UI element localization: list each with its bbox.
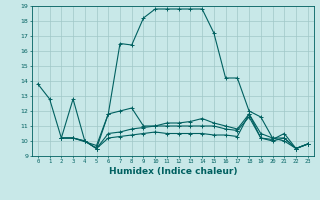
X-axis label: Humidex (Indice chaleur): Humidex (Indice chaleur) xyxy=(108,167,237,176)
